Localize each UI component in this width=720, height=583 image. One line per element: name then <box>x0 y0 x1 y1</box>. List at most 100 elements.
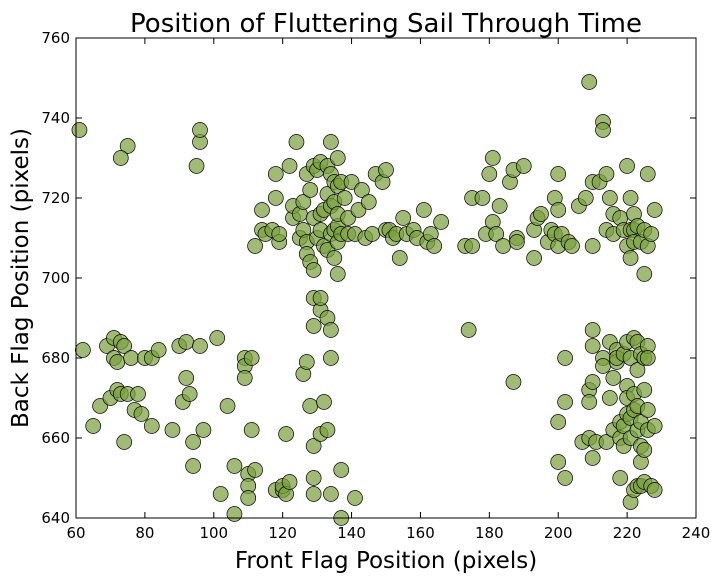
data-point <box>178 334 195 350</box>
x-tick-label: 100 <box>199 524 228 542</box>
data-point <box>323 322 339 338</box>
data-point <box>526 250 542 266</box>
data-point <box>581 394 598 410</box>
data-point <box>433 214 449 230</box>
data-point <box>133 406 150 422</box>
data-point <box>247 238 263 254</box>
data-point <box>267 166 284 182</box>
data-point <box>150 342 167 358</box>
x-axis-label: Front Flag Position (pixels) <box>235 548 537 574</box>
data-point <box>236 370 253 386</box>
data-point <box>595 122 611 138</box>
data-point <box>254 202 270 218</box>
data-point <box>426 238 443 254</box>
data-point <box>646 202 663 218</box>
data-point <box>491 198 508 214</box>
data-point <box>178 370 195 386</box>
data-point <box>464 238 480 254</box>
data-point <box>119 138 136 154</box>
x-tick-label: 140 <box>337 524 366 542</box>
data-point <box>577 190 594 206</box>
x-tick-label: 180 <box>475 524 504 542</box>
data-point <box>636 442 653 458</box>
data-point <box>533 206 549 222</box>
data-point <box>271 226 288 242</box>
data-point <box>278 426 294 442</box>
data-point <box>295 194 312 210</box>
data-point <box>595 358 611 374</box>
data-point <box>288 134 305 150</box>
data-point <box>564 238 580 254</box>
data-point <box>319 422 336 438</box>
data-points <box>71 74 663 526</box>
data-point <box>364 226 381 242</box>
data-point <box>305 438 322 454</box>
data-point <box>354 182 370 198</box>
y-tick-label: 640 <box>41 509 70 527</box>
data-point <box>305 318 322 334</box>
data-point <box>505 374 522 390</box>
y-tick-label: 700 <box>41 269 70 287</box>
data-point <box>395 210 412 226</box>
data-point <box>302 182 319 198</box>
x-tick-label: 200 <box>544 524 573 542</box>
data-point <box>550 202 567 218</box>
data-point <box>116 434 133 450</box>
data-point <box>584 238 601 254</box>
data-point <box>323 486 339 502</box>
data-point <box>109 354 126 370</box>
data-point <box>123 350 139 366</box>
data-point <box>305 470 322 486</box>
y-tick-label: 740 <box>41 109 70 127</box>
y-tick-label: 760 <box>41 29 70 47</box>
data-point <box>602 190 618 206</box>
data-point <box>639 350 656 366</box>
data-point <box>326 250 343 266</box>
x-tick-label: 240 <box>682 524 711 542</box>
data-point <box>316 394 332 410</box>
data-point <box>130 386 146 402</box>
data-point <box>557 394 573 410</box>
data-point <box>192 122 208 138</box>
data-point <box>185 434 201 450</box>
data-point <box>378 162 394 178</box>
data-point <box>557 350 573 366</box>
data-point <box>333 462 350 478</box>
chart-title: Position of Fluttering Sail Through Time <box>130 9 642 39</box>
y-tick-label: 660 <box>41 429 70 447</box>
data-point <box>226 458 243 474</box>
data-point <box>550 454 567 470</box>
data-point <box>460 322 477 338</box>
data-point <box>347 490 363 506</box>
data-point <box>646 418 663 434</box>
data-point <box>85 418 102 434</box>
axis-ticks: 60 80 100 120 140 160 180 200 220 240 640 660 680 700… <box>41 29 710 542</box>
data-point <box>185 458 201 474</box>
data-point <box>192 338 208 354</box>
data-point <box>112 150 129 166</box>
data-point <box>639 166 656 182</box>
data-point <box>629 362 646 378</box>
data-point <box>209 330 226 346</box>
y-tick-label: 680 <box>41 349 70 367</box>
data-point <box>219 398 236 414</box>
data-point <box>298 354 315 370</box>
data-point <box>481 166 498 182</box>
data-point <box>515 158 532 174</box>
data-point <box>195 422 212 438</box>
data-point <box>267 190 284 206</box>
data-point <box>643 226 660 242</box>
data-point <box>312 290 329 306</box>
data-point <box>164 422 181 438</box>
data-point <box>416 202 432 218</box>
data-point <box>605 370 622 386</box>
data-point <box>181 386 198 402</box>
data-point <box>581 74 598 90</box>
data-point <box>188 158 205 174</box>
data-point <box>557 470 573 486</box>
data-point <box>646 482 663 498</box>
data-point <box>474 190 491 206</box>
y-axis-label: Back Flag Position (pixels) <box>8 128 34 428</box>
data-point <box>336 190 353 206</box>
